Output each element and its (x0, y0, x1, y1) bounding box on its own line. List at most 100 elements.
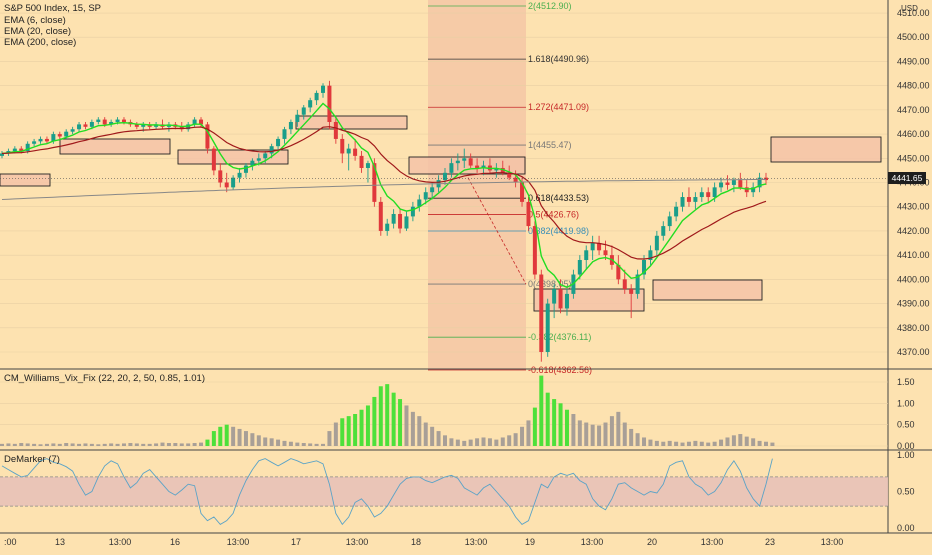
wvf-bar (442, 435, 447, 446)
candle-body (648, 250, 653, 260)
wvf-bar (712, 441, 717, 446)
candle-body (0, 153, 4, 156)
wvf-bar (64, 443, 69, 446)
zone-box (652, 279, 763, 301)
candle-body (263, 153, 268, 159)
candle-body (404, 216, 409, 229)
wvf-bar (680, 442, 685, 446)
candle-body (314, 92, 319, 101)
candle-body (719, 182, 724, 188)
candle-body (327, 85, 332, 122)
candle-body (738, 180, 743, 188)
wvf-bar (635, 433, 640, 446)
candle-body (545, 303, 550, 352)
currency-label: USD (901, 4, 918, 13)
wvf-bar (385, 384, 390, 446)
wvf-bar (0, 443, 4, 446)
candle-body (308, 100, 313, 108)
wvf-bar (301, 443, 306, 446)
wvf-bar (205, 439, 210, 446)
wvf-bar (256, 435, 261, 446)
wvf-bar (661, 441, 666, 446)
wvf-bar (552, 399, 557, 446)
wvf-bar (308, 443, 313, 446)
candle-body (391, 213, 396, 224)
time-tick-label: 13:00 (227, 537, 250, 547)
wvf-bar (231, 426, 236, 446)
wvf-bar (340, 418, 345, 446)
candle-body (192, 119, 197, 125)
fib-trend-line (467, 177, 527, 285)
wvf-bar (616, 411, 621, 446)
wvf-bar (237, 428, 242, 446)
wvf-bar (410, 411, 415, 446)
zone-box (59, 138, 171, 155)
wvf-bar (462, 440, 467, 446)
zone-box (770, 136, 882, 163)
ema6-line (1, 102, 767, 289)
wvf-bar (211, 431, 216, 446)
candle-body (276, 138, 281, 147)
wvf-bar (134, 443, 139, 446)
candle-body (12, 148, 17, 152)
fib-level-label: 0.618(4433.53) (528, 193, 589, 203)
candle-body (693, 197, 698, 202)
wvf-bar (487, 438, 492, 446)
demarker-tick-label: 1.00 (897, 450, 915, 460)
candle-body (256, 158, 261, 161)
wvf-bar (353, 414, 358, 446)
candle-body (237, 172, 242, 178)
candle-body (295, 114, 300, 122)
wvf-bar (475, 438, 480, 446)
candle-body (301, 107, 306, 115)
wvf-tick-label: 0.00 (897, 441, 915, 451)
ema20-line (1, 126, 767, 260)
candle-body (597, 243, 602, 251)
time-tick-label: 20 (647, 537, 657, 547)
wvf-bar (186, 443, 191, 446)
wvf-bar (38, 444, 43, 446)
candle-body (378, 201, 383, 231)
wvf-bar (44, 443, 49, 446)
wvf-legend: CM_Williams_Vix_Fix (22, 20, 2, 50, 0.85… (4, 373, 205, 384)
ema6-legend: EMA (6, close) (4, 15, 66, 26)
wvf-bar (70, 443, 75, 446)
price-tick-label: 4430.00 (897, 202, 930, 212)
price-tick-label: 4450.00 (897, 153, 930, 163)
candle-body (661, 226, 666, 236)
candle-body (616, 264, 621, 280)
price-tick-label: 4480.00 (897, 81, 930, 91)
candle-body (282, 129, 287, 139)
wvf-bar (192, 443, 197, 446)
wvf-bar (577, 420, 582, 446)
candle-body (269, 146, 274, 154)
wvf-bar (686, 441, 691, 446)
wvf-bar (378, 386, 383, 446)
candle-body (410, 206, 415, 217)
wvf-bar (648, 439, 653, 446)
time-tick-label: 19 (525, 537, 535, 547)
time-tick-label: 17 (291, 537, 301, 547)
wvf-bar (83, 443, 88, 446)
candle-body (468, 158, 473, 166)
demarker-tick-label: 0.00 (897, 523, 915, 533)
price-tick-label: 4420.00 (897, 226, 930, 236)
wvf-bar (89, 443, 94, 446)
fib-zone (428, 0, 526, 369)
candle-body (102, 119, 107, 125)
ema200-line (1, 178, 767, 200)
wvf-bar (295, 442, 300, 446)
candle-body (590, 243, 595, 251)
candle-body (70, 129, 75, 132)
wvf-bar (154, 443, 159, 446)
candle-body (667, 216, 672, 227)
candle-body (558, 289, 563, 309)
candle-body (385, 223, 390, 231)
candle-body (680, 197, 685, 207)
wvf-bar (674, 441, 679, 446)
wvf-bar (520, 426, 525, 446)
wvf-tick-label: 1.00 (897, 398, 915, 408)
wvf-bar (25, 443, 30, 446)
